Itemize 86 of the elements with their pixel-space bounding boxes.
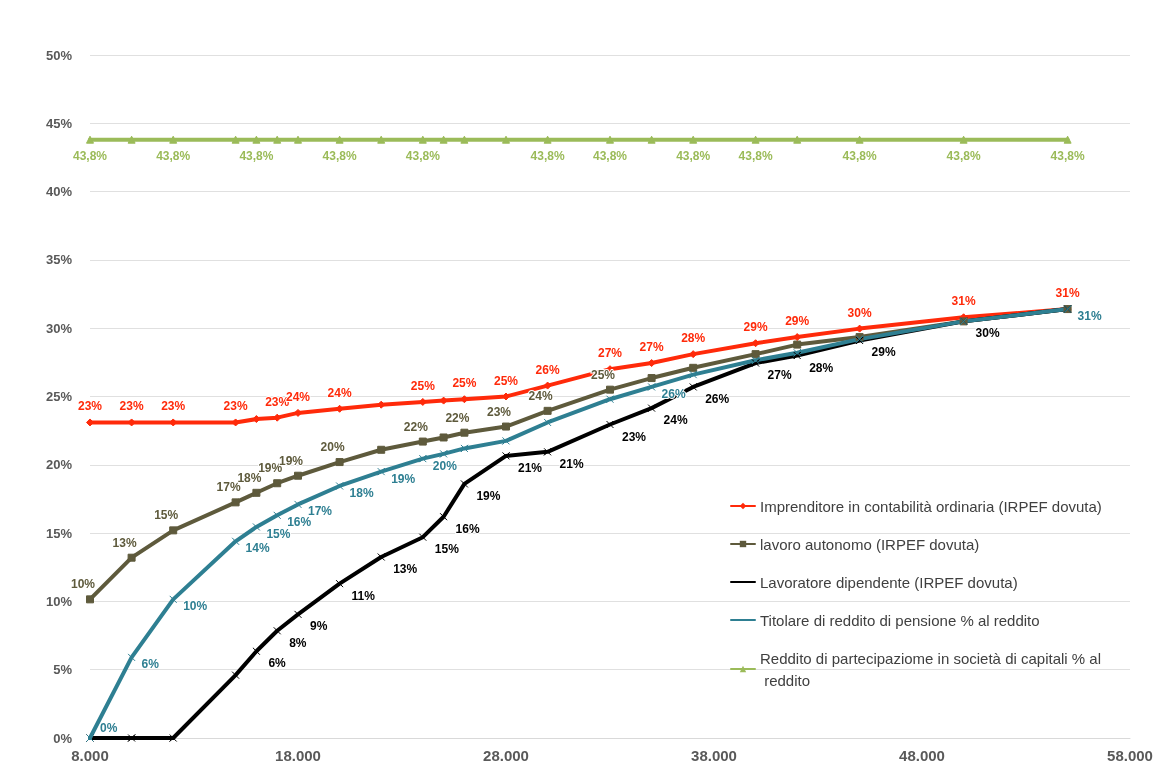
legend-label: lavoro autonomo (IRPEF dovuta)	[760, 535, 980, 553]
data-label: 43,8%	[156, 148, 191, 163]
data-label: 19%	[476, 488, 501, 503]
data-label: 21%	[518, 460, 543, 475]
data-label: 13%	[393, 562, 418, 577]
data-label: 23%	[119, 399, 144, 414]
y-tick-label: 45%	[45, 115, 73, 131]
data-label: 13%	[112, 535, 137, 550]
data-label: 25%	[410, 378, 436, 393]
data-label: 16%	[455, 521, 480, 536]
data-label: 11%	[351, 588, 376, 603]
data-label: 22%	[445, 410, 470, 425]
data-label: 29%	[871, 345, 896, 360]
data-label: 27%	[767, 368, 792, 383]
data-label: 23%	[77, 399, 103, 414]
data-label: 27%	[597, 346, 623, 361]
data-label: 24%	[327, 385, 352, 400]
x-tick-label: 38.000	[691, 747, 737, 764]
data-label: 22%	[403, 419, 429, 434]
data-label: 43,8%	[676, 148, 711, 163]
x-tick-label: 18.000	[275, 747, 321, 764]
data-label: 0%	[100, 721, 118, 735]
data-label: 28%	[681, 331, 706, 346]
data-label: 19%	[258, 461, 283, 476]
data-label: 19%	[391, 471, 416, 486]
y-tick-label: 5%	[53, 662, 73, 678]
data-label: 18%	[349, 485, 374, 500]
data-label: 10%	[183, 599, 208, 614]
data-label: 29%	[743, 320, 768, 335]
x-tick-label: 48.000	[899, 747, 945, 764]
data-label: 31%	[1077, 309, 1102, 324]
data-label: 25%	[452, 376, 477, 391]
data-label: 29%	[785, 314, 810, 329]
data-label: 24%	[528, 388, 553, 403]
data-label: 6%	[141, 657, 160, 672]
data-label: 30%	[847, 305, 872, 320]
y-tick-label: 40%	[45, 184, 73, 200]
data-label: 43,8%	[322, 148, 357, 163]
y-tick-label: 10%	[45, 593, 73, 609]
x-tick-label: 58.000	[1107, 747, 1153, 764]
data-label: 26%	[705, 391, 730, 406]
data-label: 26%	[535, 362, 560, 377]
data-label: 43,8%	[946, 148, 981, 163]
data-label: 31%	[951, 294, 976, 309]
data-label: 15%	[434, 542, 460, 557]
data-label: 6%	[268, 656, 287, 671]
y-tick-label: 0%	[53, 730, 73, 746]
y-tick-label: 25%	[45, 389, 73, 404]
data-label: 23%	[486, 404, 512, 419]
data-label: 43,8%	[842, 148, 877, 163]
legend-label: Reddito di partecipaziome in società di capitali % al reddito	[760, 649, 1102, 689]
data-label: 28%	[809, 360, 834, 375]
data-label: 23%	[161, 399, 186, 414]
data-label: 27%	[639, 340, 664, 355]
y-tick-label: 50%	[45, 47, 73, 63]
data-label: 31%	[1055, 286, 1080, 301]
data-label: 21%	[559, 456, 584, 471]
data-label: 30%	[975, 326, 1000, 341]
data-label: 43,8%	[530, 148, 565, 163]
x-tick-label: 8.000	[71, 747, 109, 764]
data-label: 9%	[310, 619, 328, 634]
data-label: 43,8%	[738, 148, 773, 163]
data-label: 17%	[216, 480, 241, 495]
data-label: 14%	[245, 541, 270, 556]
data-label: 43,8%	[239, 148, 274, 163]
legend-label: Imprenditore in contabilità ordinaria (IRPEF dovuta)	[760, 497, 1102, 515]
legend-label: Lavoratore dipendente (IRPEF dovuta)	[760, 573, 1018, 591]
data-label: 15%	[154, 508, 179, 523]
legend-label: Titolare di reddito di pensione % al reddito	[760, 611, 1040, 629]
y-tick-label: 20%	[45, 457, 73, 473]
data-label: 25%	[493, 373, 519, 388]
data-label: 10%	[70, 577, 96, 592]
y-tick-label: 30%	[45, 320, 73, 336]
data-label: 23%	[622, 429, 647, 444]
data-label: 43,8%	[592, 148, 628, 163]
data-label: 43,8%	[1050, 148, 1085, 163]
data-label: 24%	[663, 413, 688, 428]
y-tick-label: 15%	[45, 525, 73, 541]
data-label: 43,8%	[72, 148, 108, 163]
y-tick-label: 35%	[45, 252, 73, 268]
data-label: 23%	[223, 399, 248, 414]
data-label: 20%	[432, 458, 458, 473]
data-label: 8%	[289, 635, 307, 650]
data-label: 20%	[320, 440, 345, 455]
x-tick-label: 28.000	[483, 747, 529, 764]
data-label: 43,8%	[405, 148, 441, 163]
